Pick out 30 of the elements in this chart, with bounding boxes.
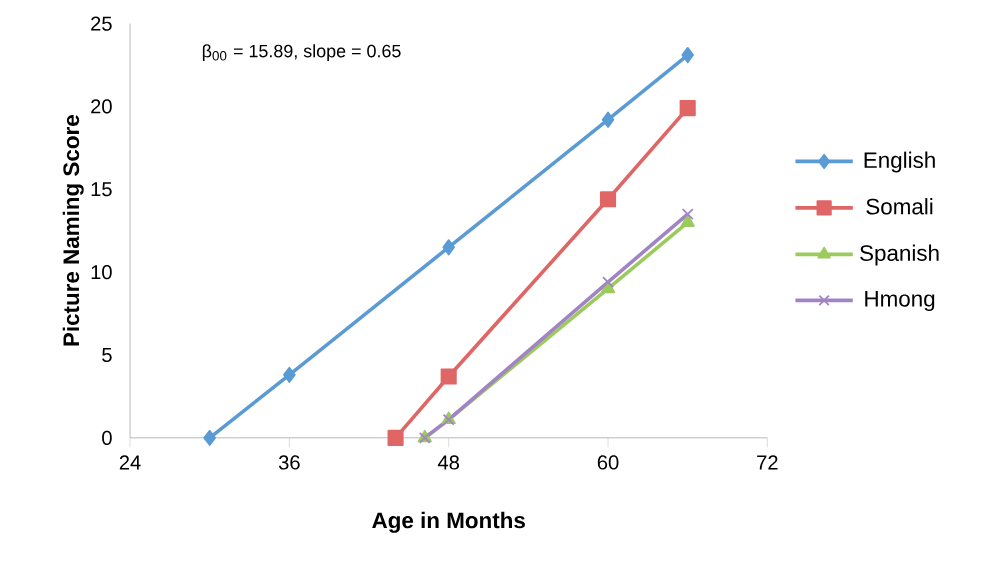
point — [601, 111, 615, 128]
x-tick-label: 60 — [597, 455, 619, 470]
x-tick-label: 48 — [437, 455, 460, 470]
x-tick-label: 36 — [278, 455, 300, 470]
annotation: β$_{00}$ = 15.89, slope = 0.65 — [202, 44, 401, 62]
point — [387, 429, 404, 447]
point — [602, 276, 614, 289]
point — [283, 366, 296, 384]
point — [681, 47, 694, 64]
legend-label: English — [864, 151, 935, 173]
y-tick-label: 20 — [91, 99, 112, 114]
y-tick-label: 5 — [102, 348, 112, 363]
point — [680, 214, 695, 228]
point — [440, 368, 457, 385]
legend-label: Spanish — [860, 244, 939, 266]
y-tick-label: 10 — [91, 265, 112, 280]
x-axis-title: Age in Months — [372, 511, 525, 533]
x-tick-label: 72 — [757, 455, 778, 470]
legend-label: Hmong — [865, 291, 935, 312]
point — [679, 100, 696, 117]
y-tick-label: 15 — [91, 182, 112, 197]
point — [599, 191, 617, 208]
y-tick-label: 0 — [102, 430, 112, 446]
y-tick-label: 25 — [91, 16, 112, 31]
legend-label: Somali — [866, 198, 933, 215]
point — [681, 208, 694, 221]
point — [203, 429, 216, 447]
point — [442, 239, 455, 256]
x-tick-label: 24 — [119, 455, 141, 470]
y-axis-title: Picture Naming Score — [62, 115, 84, 346]
